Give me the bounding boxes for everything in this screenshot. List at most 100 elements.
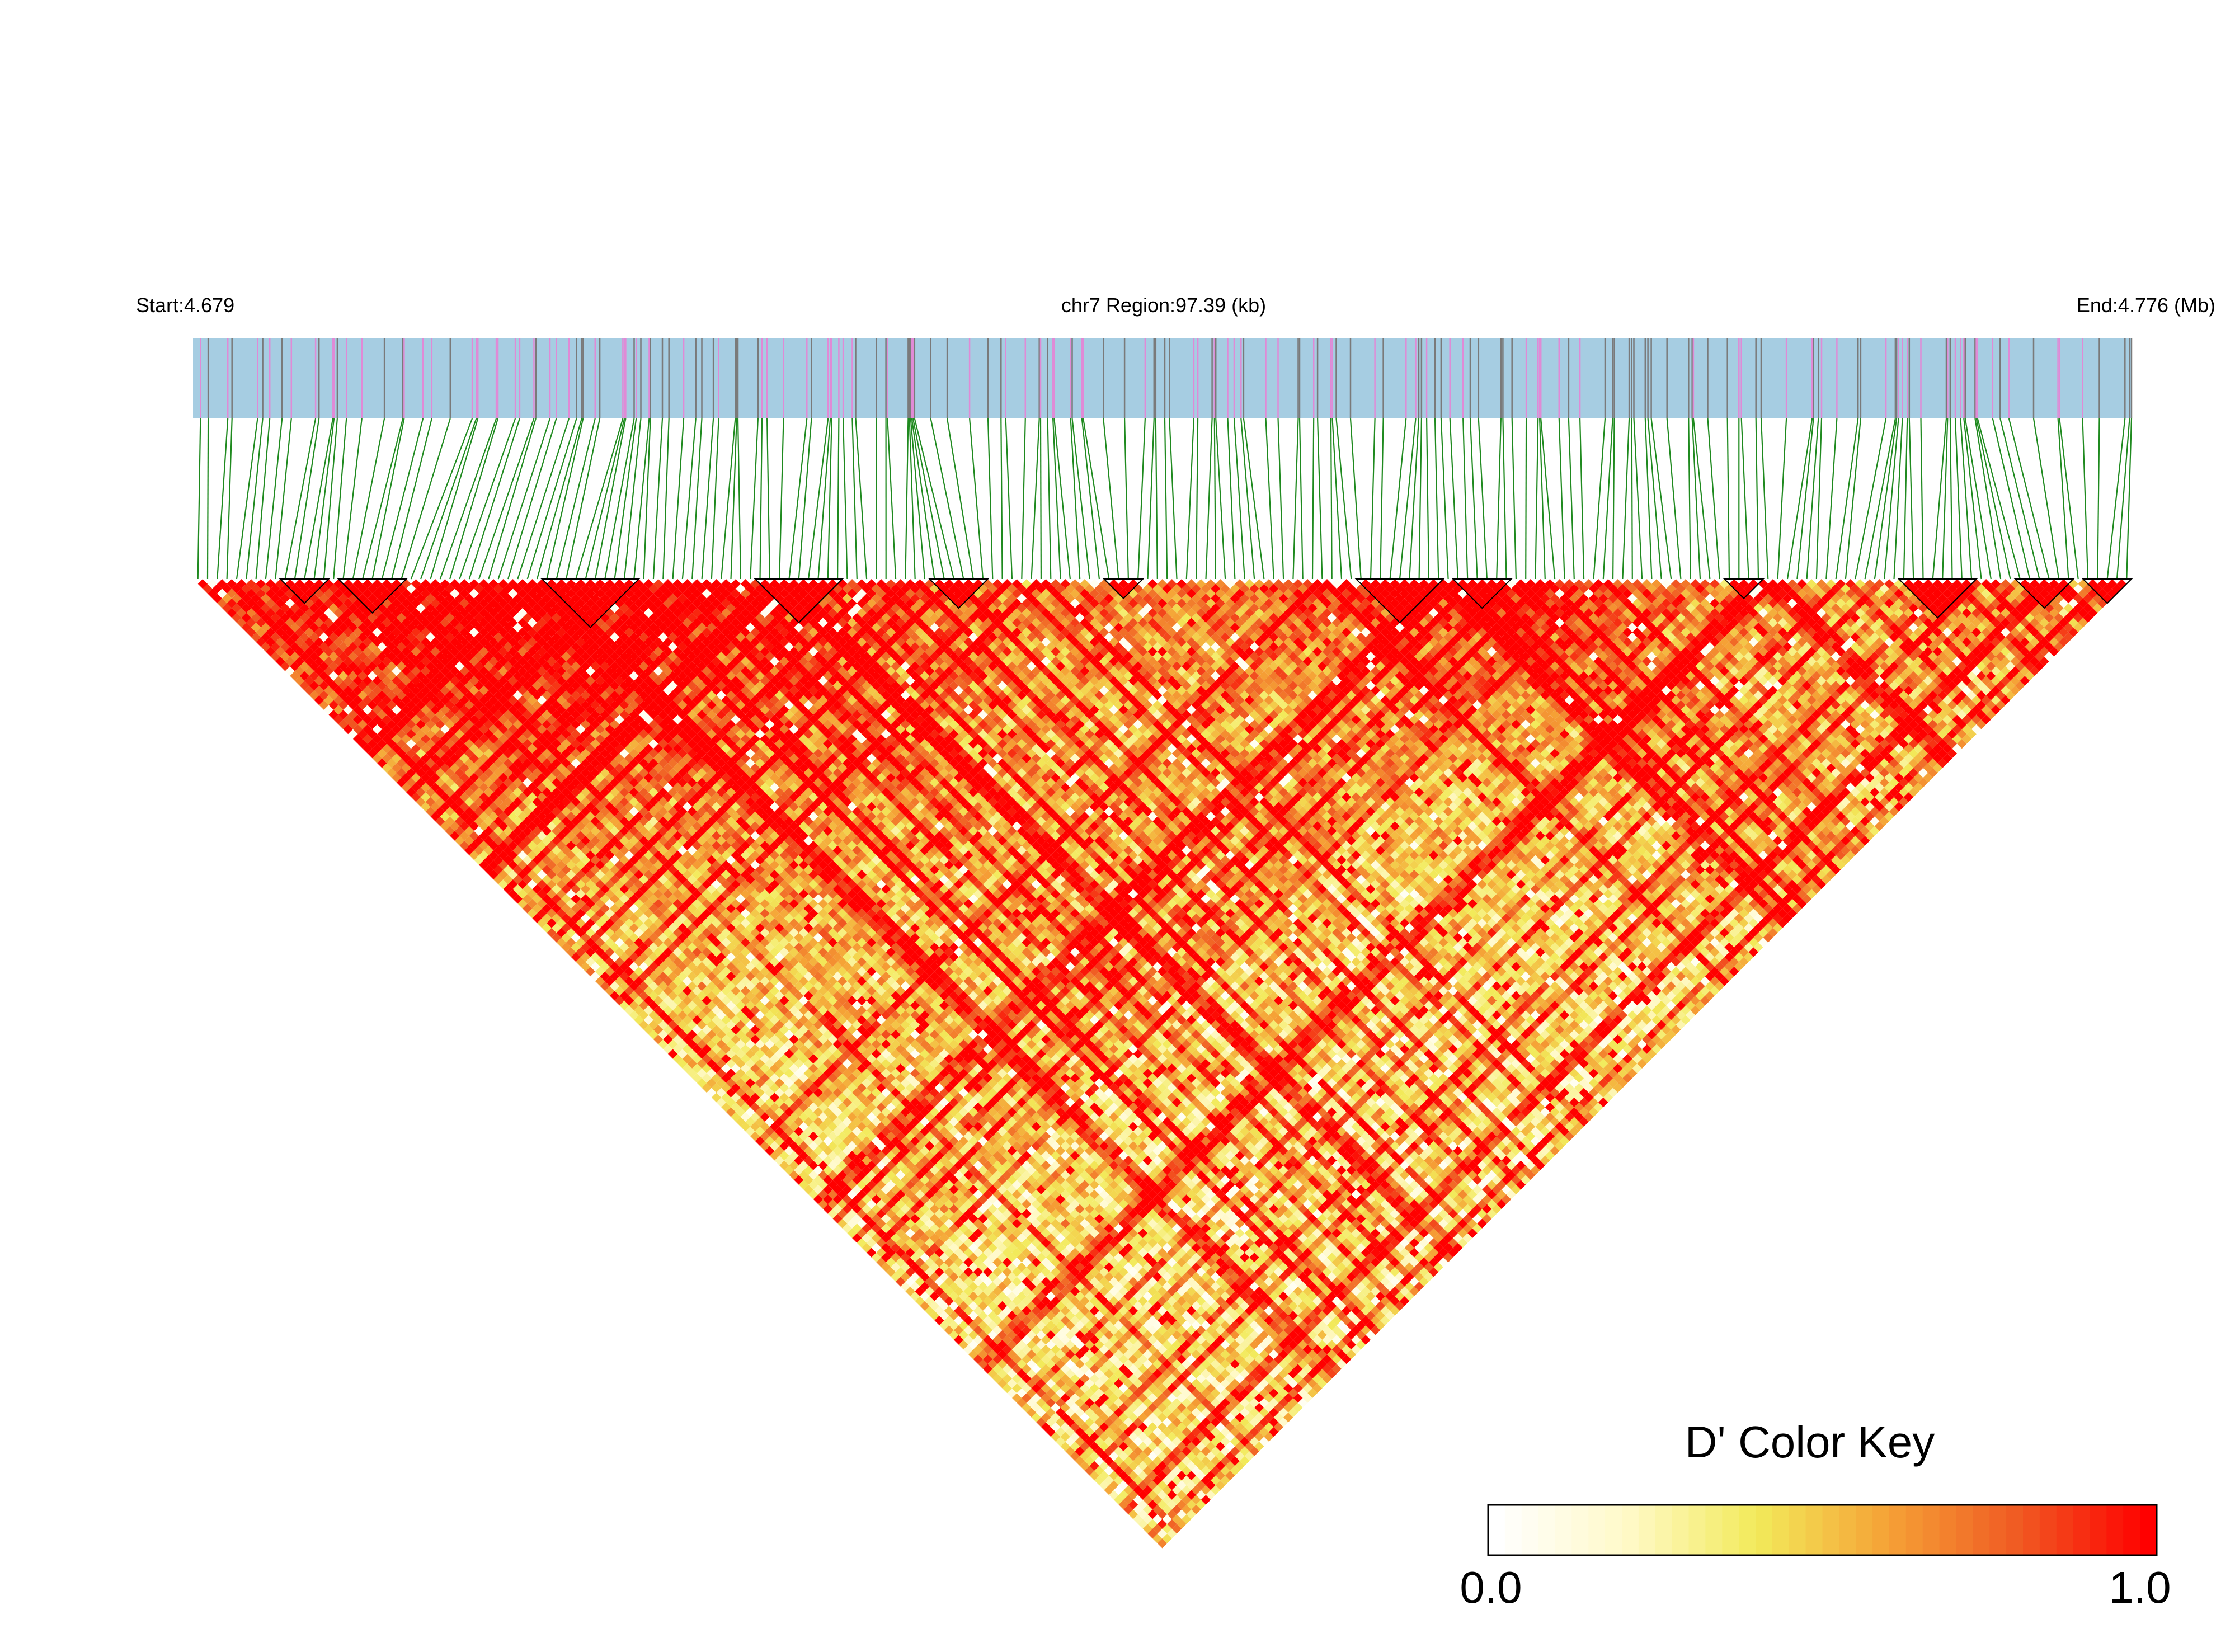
ld-cell [896, 1267, 906, 1277]
snp-connector [236, 418, 258, 580]
snp-connector [2097, 418, 2100, 580]
snp-connector [1196, 418, 1199, 580]
snp-connector [1243, 418, 1265, 580]
ld-cell [595, 967, 605, 977]
ld-cell [227, 598, 237, 608]
snp-connector [1540, 418, 1556, 580]
snp-connector [536, 418, 582, 580]
ld-cell [682, 1053, 693, 1064]
snp-connector [2116, 418, 2130, 580]
ld-cell [387, 768, 397, 778]
ld-cell [1142, 1514, 1153, 1524]
ld-cell [275, 656, 285, 666]
ld-cell [707, 1078, 717, 1088]
ld-cell [396, 778, 407, 788]
snp-connector [1053, 418, 1071, 580]
snp-connector [1399, 418, 1417, 580]
ld-cell [547, 918, 557, 928]
snp-connector [969, 418, 984, 580]
ld-cell [900, 1282, 910, 1292]
ld-cell [237, 598, 247, 608]
ld-cell [672, 1053, 683, 1064]
snp-connector [1496, 418, 1502, 580]
ld-cell [552, 923, 562, 933]
ld-cell [1142, 1524, 1153, 1534]
ld-cell [382, 763, 392, 773]
ld-cell [581, 952, 591, 962]
ld-cell [1070, 1441, 1080, 1452]
snp-connector [1815, 418, 1823, 580]
ld-cell [251, 613, 261, 623]
ld-cell [1041, 1422, 1051, 1432]
ld-cell [294, 666, 305, 676]
ld-cell [581, 942, 591, 952]
snp-connector [2057, 418, 2069, 580]
ld-cell [944, 1325, 954, 1335]
ld-cell [479, 840, 489, 851]
ld-cell [532, 903, 542, 914]
ld-cell [357, 729, 368, 739]
ld-cell [571, 952, 581, 962]
ld-cell [760, 1131, 770, 1141]
ld-cell [648, 1029, 658, 1039]
ld-cell [605, 976, 615, 986]
snp-connector [1083, 418, 1110, 580]
ld-cell [726, 1107, 736, 1117]
ld-cell [294, 676, 305, 686]
ld-cell [827, 1209, 838, 1219]
ld-cell [784, 1155, 794, 1166]
snp-connector [362, 418, 404, 580]
ld-cell [605, 986, 615, 996]
ld-cell [392, 753, 402, 764]
ld-cell [348, 719, 358, 729]
ld-cell [459, 831, 469, 841]
ld-cell [590, 971, 600, 981]
snp-connector [565, 418, 601, 580]
ld-cell [450, 821, 460, 831]
ld-cell [677, 1049, 688, 1059]
ld-cell [619, 991, 629, 1001]
ld-cell [697, 1078, 707, 1088]
ld-cell [265, 647, 276, 657]
snp-connector [1440, 418, 1449, 580]
snp-connector [1240, 418, 1255, 580]
ld-cell [755, 1126, 765, 1137]
ld-cell [958, 1340, 968, 1350]
snp-connector [1974, 418, 2002, 580]
snp-connector [304, 418, 334, 580]
snp-connector [333, 418, 347, 580]
snp-connector [342, 418, 363, 580]
ld-cell [212, 583, 222, 594]
snp-connector [1389, 418, 1407, 580]
snp-connector [1215, 418, 1226, 580]
ld-cell [464, 836, 474, 846]
ld-cell [1138, 1519, 1148, 1529]
ld-cell [658, 1029, 668, 1039]
snp-connector [1864, 418, 1896, 580]
ld-cell [314, 676, 324, 686]
snp-connector [546, 418, 584, 580]
ld-cell [881, 1253, 891, 1263]
snp-connector [604, 418, 635, 580]
snp-connector [1155, 418, 1158, 580]
ld-cell [338, 719, 349, 729]
snp-connector [284, 418, 317, 580]
ld-cell [832, 1213, 843, 1224]
ld-cell [367, 729, 378, 739]
snp-connector [614, 418, 637, 580]
ld-cell [275, 647, 285, 657]
ld-cell [314, 695, 324, 705]
ld-cell [939, 1311, 949, 1321]
ld-cell [610, 971, 620, 981]
snp-connector [352, 418, 385, 580]
ld-cell [450, 811, 460, 822]
ld-cell [726, 1097, 736, 1108]
ld-cell [333, 695, 344, 705]
ld-cell [968, 1349, 978, 1359]
ld-cell [523, 903, 533, 914]
ld-cell [973, 1354, 983, 1364]
ld-cell [474, 845, 484, 855]
ld-cell [740, 1122, 751, 1132]
ld-cell [261, 623, 271, 633]
ld-cell [363, 743, 373, 754]
